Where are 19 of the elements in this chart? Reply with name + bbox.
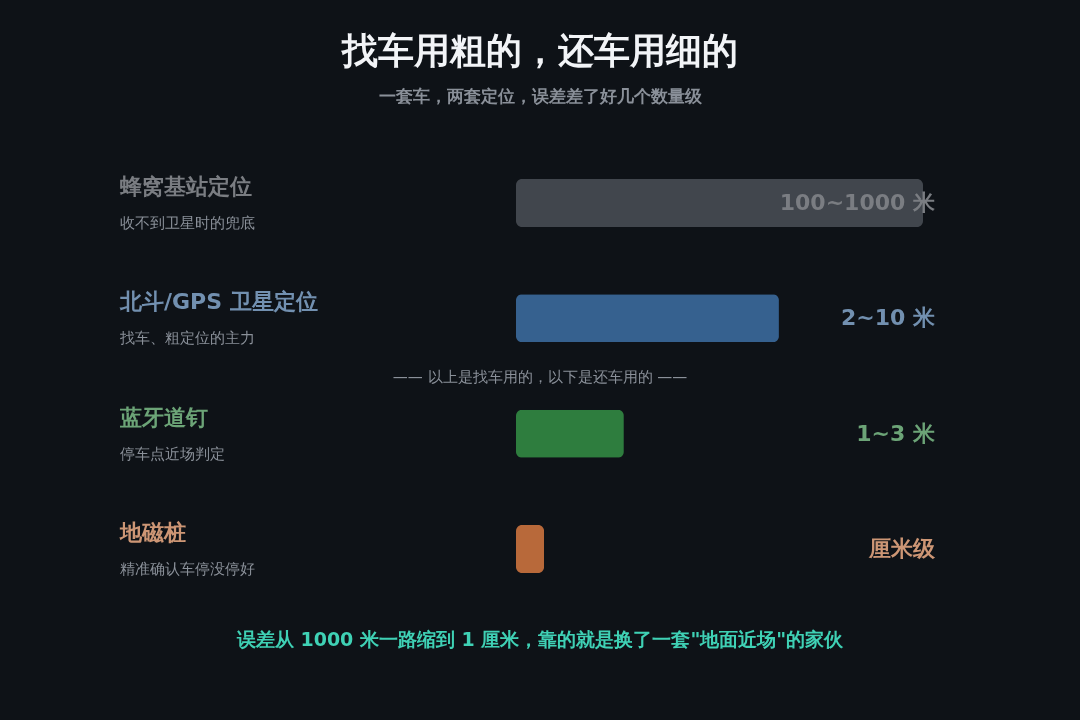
bar bbox=[516, 525, 545, 573]
annotation: 100~1000 米 bbox=[779, 190, 936, 215]
bar bbox=[516, 294, 779, 343]
y-tick-label: 蜂窝基站定位 bbox=[119, 174, 252, 199]
annotation: 2~10 米 bbox=[840, 305, 936, 331]
chart-title: 找车用粗的，还车用细的 bbox=[340, 30, 738, 71]
y-tick-label: 蓝牙道钉 bbox=[119, 404, 208, 430]
annotation: 厘米级 bbox=[868, 536, 936, 561]
chart-subtitle: 一套车，两套定位，误差差了好几个数量级 bbox=[378, 86, 703, 106]
text: 精准确认车停没停好 bbox=[120, 560, 255, 578]
text: 收不到卫星时的兜底 bbox=[120, 214, 255, 232]
y-tick-label: 北斗/GPS 卫星定位 bbox=[119, 289, 318, 315]
text: 误差从 1000 米一路缩到 1 厘米，靠的就是换了一套"地面近场"的家伙 bbox=[235, 628, 845, 650]
y-tick-label: 地磁桩 bbox=[119, 520, 186, 545]
text: 停车点近场判定 bbox=[120, 444, 225, 463]
annotation: 1~3 米 bbox=[856, 420, 936, 446]
text: 找车、粗定位的主力 bbox=[119, 329, 255, 348]
bar bbox=[516, 409, 624, 458]
annotation: —— 以上是找车用的，以下是还车用的 —— bbox=[392, 368, 688, 386]
